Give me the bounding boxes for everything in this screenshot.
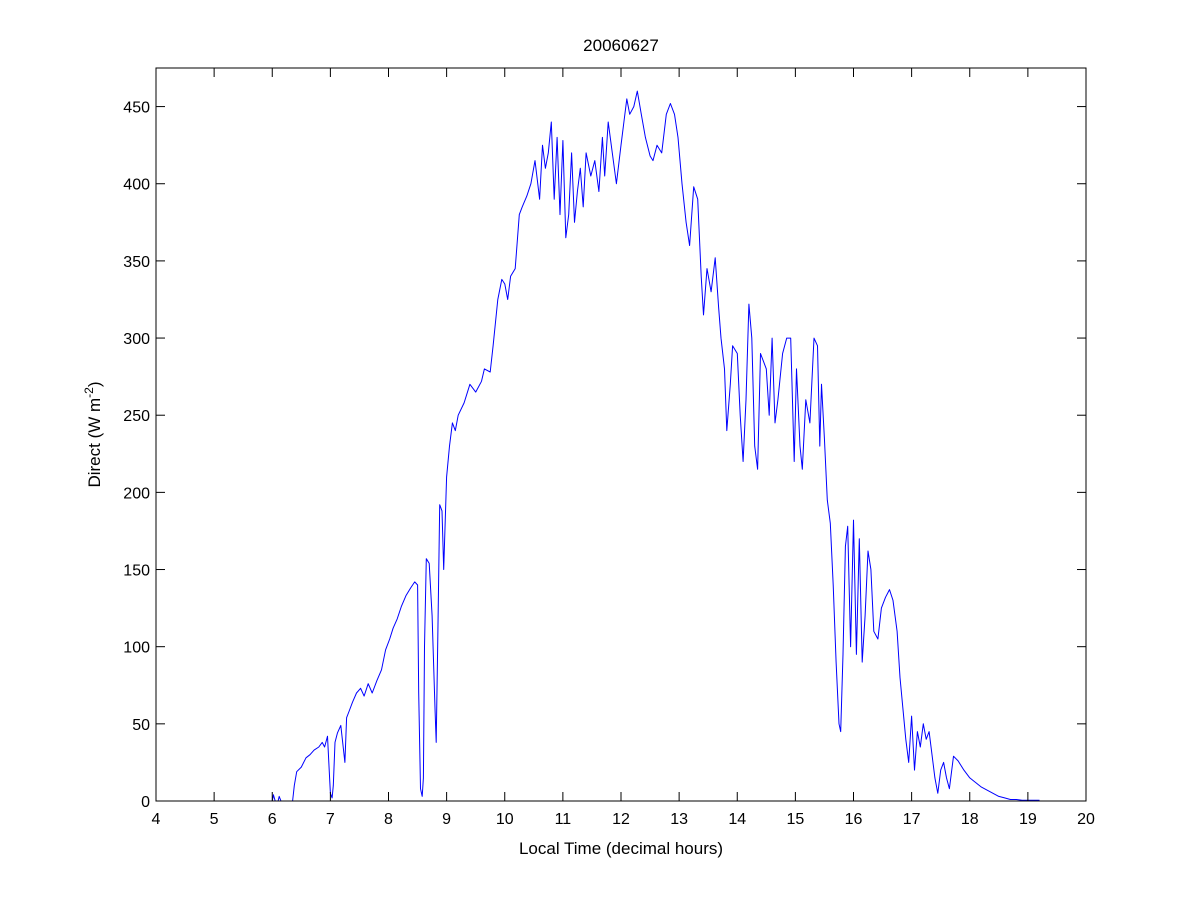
x-tick-label: 17 bbox=[903, 811, 921, 828]
series-line-direct bbox=[240, 90, 1040, 802]
y-tick-label: 150 bbox=[123, 563, 150, 580]
y-tick-label: 400 bbox=[123, 177, 150, 194]
x-tick-label: 5 bbox=[210, 811, 219, 828]
y-axis-label-prefix: Direct (W m bbox=[85, 398, 104, 488]
y-tick-label: 0 bbox=[141, 794, 150, 811]
y-tick-label: 250 bbox=[123, 408, 150, 425]
y-tick-label: 300 bbox=[123, 331, 150, 348]
x-tick-label: 9 bbox=[442, 811, 451, 828]
chart-title: 20060627 bbox=[583, 36, 659, 55]
series-layer bbox=[240, 90, 1040, 802]
plot-area bbox=[156, 68, 1086, 801]
x-tick-label: 11 bbox=[555, 811, 572, 828]
x-tick-label: 7 bbox=[326, 811, 335, 828]
x-tick-label: 20 bbox=[1077, 811, 1095, 828]
x-tick-label: 15 bbox=[786, 811, 804, 828]
x-axis-label: Local Time (decimal hours) bbox=[519, 839, 723, 858]
x-tick-label: 8 bbox=[384, 811, 393, 828]
x-tick-label: 18 bbox=[961, 811, 979, 828]
x-tick-label: 19 bbox=[1019, 811, 1037, 828]
y-axis-label-superscript: -2 bbox=[82, 387, 96, 398]
y-tick-label: 200 bbox=[123, 485, 150, 502]
x-tick-label: 4 bbox=[152, 811, 161, 828]
y-axis-label-suffix: ) bbox=[85, 381, 104, 387]
y-axis-ticks: 0 50 100 150 200 250 300 350 400 450 bbox=[123, 100, 1086, 811]
x-tick-label: 14 bbox=[728, 811, 746, 828]
y-axis-label: Direct (W m-2) bbox=[82, 381, 104, 487]
y-tick-label: 350 bbox=[123, 254, 150, 271]
y-tick-label: 50 bbox=[132, 717, 150, 734]
x-tick-label: 6 bbox=[268, 811, 277, 828]
x-tick-label: 16 bbox=[845, 811, 863, 828]
y-tick-label: 450 bbox=[123, 100, 150, 117]
x-tick-label: 13 bbox=[670, 811, 688, 828]
x-axis-ticks: 4 5 6 7 8 9 10 11 12 13 14 15 16 17 18 19 20 bbox=[152, 68, 1095, 828]
x-tick-label: 12 bbox=[612, 811, 630, 828]
x-tick-label: 10 bbox=[496, 811, 514, 828]
y-tick-label: 100 bbox=[123, 640, 150, 657]
